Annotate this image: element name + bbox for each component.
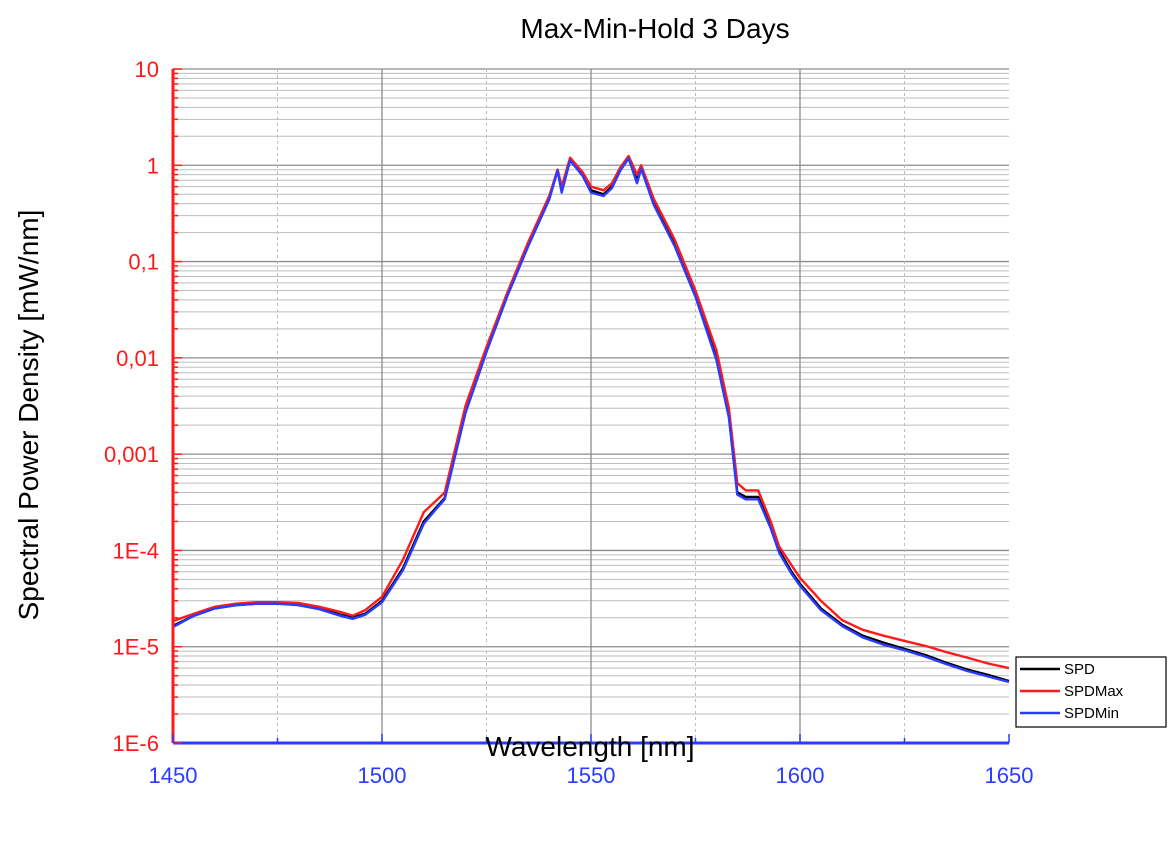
legend-label-spdmax: SPDMax — [1064, 683, 1124, 700]
y-tick-labels: 10 1 0,1 0,01 0,001 1E-4 1E-5 1E-6 — [104, 57, 159, 756]
y-tick-label: 1E-6 — [113, 731, 159, 756]
y-tick-label: 10 — [135, 57, 159, 82]
chart-title: Max-Min-Hold 3 Days — [520, 13, 789, 44]
grid — [173, 68, 1009, 743]
x-tick-label: 1550 — [567, 763, 616, 788]
y-tick-label: 0,01 — [116, 346, 159, 371]
x-axis-title: Wavelength [nm] — [485, 731, 694, 762]
series-line-spdmin — [172, 157, 1010, 684]
series-lines — [172, 154, 1010, 684]
series-line-spdmax — [172, 154, 1010, 670]
legend: SPD SPDMax SPDMin — [1015, 656, 1167, 728]
x-tick-labels: 1450 1500 1550 1600 1650 — [149, 763, 1034, 788]
y-tick-label: 1 — [147, 153, 159, 178]
x-tick-label: 1500 — [358, 763, 407, 788]
y-axis-title: Spectral Power Density [mW/nm] — [13, 210, 44, 621]
legend-label-spdmin: SPDMin — [1064, 705, 1119, 722]
x-tick-label: 1600 — [776, 763, 825, 788]
y-tick-label: 1E-5 — [113, 635, 159, 660]
y-tick-label: 1E-4 — [113, 538, 159, 563]
x-tick-label: 1450 — [149, 763, 198, 788]
x-tick-label: 1650 — [985, 763, 1034, 788]
y-tick-label: 0,1 — [128, 250, 159, 275]
axes — [171, 68, 1010, 745]
y-tick-label: 0,001 — [104, 442, 159, 467]
legend-label-spd: SPD — [1064, 661, 1095, 678]
